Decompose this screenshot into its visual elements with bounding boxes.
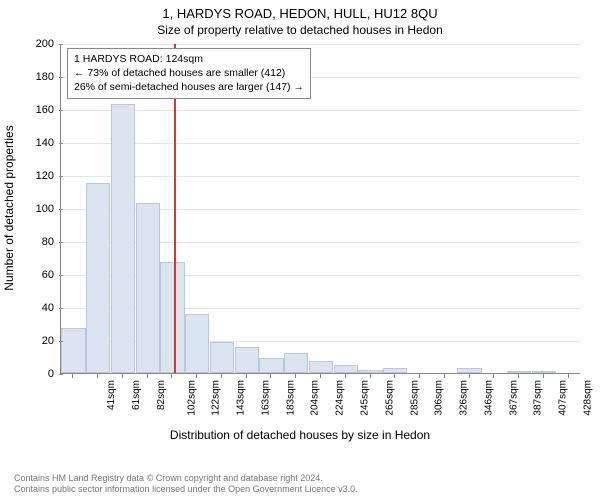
histogram-bar: [160, 262, 184, 373]
x-tick-label: 82sqm: [156, 380, 167, 410]
histogram-bar: [532, 371, 556, 373]
y-tick-label: 120: [0, 170, 54, 182]
y-tick-label: 100: [0, 203, 54, 215]
histogram-bar: [507, 371, 531, 373]
x-tick-label: 122sqm: [211, 380, 222, 416]
page-subtitle: Size of property relative to detached ho…: [0, 21, 600, 37]
histogram-bar: [259, 358, 283, 373]
histogram-bar: [111, 104, 135, 373]
y-tick-label: 60: [0, 269, 54, 281]
histogram-bar: [61, 328, 85, 373]
attribution-line: Contains HM Land Registry data © Crown c…: [14, 473, 358, 485]
chart-area: Number of detached properties 1 HARDYS R…: [0, 38, 600, 438]
histogram-bar: [358, 370, 382, 373]
histogram-bar: [86, 183, 110, 373]
histogram-bar: [235, 347, 259, 373]
x-tick-label: 41sqm: [106, 380, 117, 410]
x-tick-label: 407sqm: [558, 380, 569, 416]
x-tick-label: 346sqm: [483, 380, 494, 416]
y-tick-label: 140: [0, 137, 54, 149]
histogram-bar: [284, 353, 308, 373]
x-tick-label: 428sqm: [582, 380, 593, 416]
x-axis-label: Distribution of detached houses by size …: [0, 428, 600, 442]
page-title: 1, HARDYS ROAD, HEDON, HULL, HU12 8QU: [0, 0, 600, 21]
y-tick-label: 180: [0, 71, 54, 83]
x-tick-label: 143sqm: [236, 380, 247, 416]
attribution-text: Contains HM Land Registry data © Crown c…: [14, 473, 358, 496]
y-tick-label: 160: [0, 104, 54, 116]
histogram-bar: [383, 368, 407, 373]
x-tick-label: 387sqm: [533, 380, 544, 416]
histogram-bar: [334, 365, 358, 373]
x-tick-label: 183sqm: [285, 380, 296, 416]
x-tick-label: 326sqm: [459, 380, 470, 416]
x-tick-label: 265sqm: [384, 380, 395, 416]
histogram-bar: [210, 342, 234, 373]
y-tick-label: 0: [0, 368, 54, 380]
plot-area: 1 HARDYS ROAD: 124sqm← 73% of detached h…: [60, 44, 580, 374]
x-tick-label: 367sqm: [508, 380, 519, 416]
annotation-line: 1 HARDYS ROAD: 124sqm: [74, 52, 304, 66]
y-tick-label: 40: [0, 302, 54, 314]
attribution-line: Contains public sector information licen…: [14, 484, 358, 496]
y-tick-label: 80: [0, 236, 54, 248]
y-tick-label: 200: [0, 38, 54, 50]
annotation-line: 26% of semi-detached houses are larger (…: [74, 80, 304, 94]
x-tick-label: 245sqm: [360, 380, 371, 416]
x-tick-label: 306sqm: [434, 380, 445, 416]
histogram-bar: [457, 368, 481, 373]
x-tick-label: 224sqm: [335, 380, 346, 416]
x-tick-label: 102sqm: [186, 380, 197, 416]
y-tick-label: 20: [0, 335, 54, 347]
x-tick-label: 163sqm: [261, 380, 272, 416]
histogram-bar: [185, 314, 209, 373]
histogram-bar: [309, 361, 333, 373]
histogram-bar: [136, 203, 160, 373]
x-tick-label: 285sqm: [409, 380, 420, 416]
x-tick-label: 204sqm: [310, 380, 321, 416]
annotation-box: 1 HARDYS ROAD: 124sqm← 73% of detached h…: [67, 48, 311, 99]
annotation-line: ← 73% of detached houses are smaller (41…: [74, 66, 304, 80]
x-tick-label: 61sqm: [131, 380, 142, 410]
